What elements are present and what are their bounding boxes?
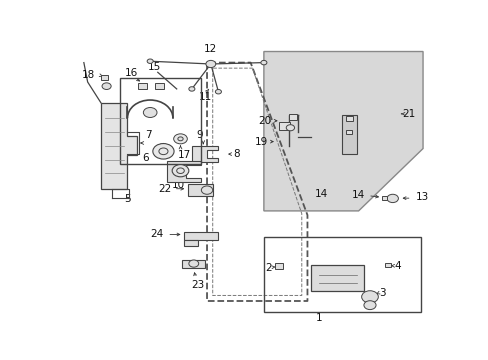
Bar: [264, 237, 420, 312]
Circle shape: [178, 137, 183, 141]
Text: 14: 14: [314, 189, 327, 199]
Circle shape: [361, 291, 378, 303]
Circle shape: [188, 87, 195, 91]
Text: 16: 16: [124, 68, 138, 78]
Text: 7: 7: [145, 130, 152, 140]
Text: 10: 10: [172, 180, 185, 190]
Text: 2: 2: [264, 263, 271, 273]
Circle shape: [188, 260, 198, 267]
Polygon shape: [167, 161, 201, 182]
Circle shape: [173, 134, 187, 144]
Bar: [155, 83, 163, 89]
Bar: [288, 114, 297, 120]
Text: 18: 18: [82, 70, 95, 80]
Text: 12: 12: [204, 44, 217, 54]
Text: 3: 3: [379, 288, 386, 298]
Bar: [310, 265, 364, 291]
Circle shape: [386, 194, 398, 203]
Text: 1: 1: [315, 314, 322, 324]
Bar: [138, 83, 146, 89]
Bar: [384, 263, 390, 267]
Text: 11: 11: [198, 92, 211, 102]
Text: 9: 9: [196, 130, 203, 140]
Polygon shape: [264, 51, 422, 211]
Bar: [346, 130, 351, 134]
Circle shape: [147, 59, 153, 63]
Polygon shape: [341, 115, 356, 154]
Text: 19: 19: [254, 136, 267, 147]
Circle shape: [102, 83, 111, 90]
Text: 15: 15: [147, 62, 160, 72]
Text: 22: 22: [158, 184, 171, 194]
Text: 23: 23: [190, 280, 204, 290]
Circle shape: [260, 60, 266, 65]
Polygon shape: [191, 146, 218, 162]
Text: 8: 8: [233, 149, 240, 159]
Text: 6: 6: [142, 153, 149, 163]
Bar: [381, 196, 386, 199]
Bar: [182, 260, 204, 268]
Bar: [345, 116, 352, 121]
Circle shape: [201, 186, 212, 194]
Bar: [184, 232, 218, 240]
Bar: [274, 263, 283, 269]
Text: 24: 24: [150, 229, 163, 239]
Text: 4: 4: [394, 261, 401, 271]
Bar: [120, 78, 201, 164]
Circle shape: [153, 144, 174, 159]
Text: 5: 5: [124, 194, 130, 204]
Polygon shape: [101, 103, 137, 189]
Circle shape: [285, 125, 294, 131]
Text: 13: 13: [415, 192, 428, 202]
Circle shape: [205, 60, 215, 68]
Bar: [184, 240, 197, 246]
Text: 17: 17: [177, 150, 190, 160]
Circle shape: [363, 301, 375, 310]
Circle shape: [143, 108, 157, 117]
Text: 20: 20: [258, 116, 271, 126]
Circle shape: [215, 90, 221, 94]
Text: 14: 14: [351, 190, 365, 200]
Bar: [101, 75, 108, 80]
Circle shape: [172, 165, 188, 177]
Bar: [188, 184, 212, 196]
Bar: [279, 122, 289, 130]
Text: 21: 21: [401, 109, 415, 119]
